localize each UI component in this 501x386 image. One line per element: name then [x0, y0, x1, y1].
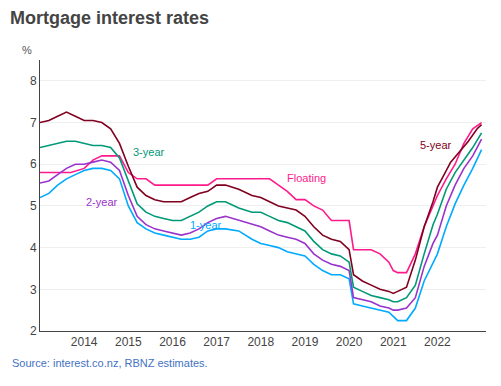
svg-text:2021: 2021	[380, 335, 407, 349]
svg-text:3-year: 3-year	[133, 146, 165, 158]
svg-text:Mortgage interest rates: Mortgage interest rates	[10, 8, 209, 28]
svg-text:5-year: 5-year	[420, 139, 452, 151]
svg-text:Source: interest.co.nz, RBNZ e: Source: interest.co.nz, RBNZ estimates.	[12, 357, 208, 369]
svg-text:Floating: Floating	[287, 172, 326, 184]
svg-text:2015: 2015	[115, 335, 142, 349]
svg-text:2: 2	[30, 324, 37, 338]
svg-text:2022: 2022	[424, 335, 451, 349]
svg-text:4: 4	[30, 241, 37, 255]
svg-text:2016: 2016	[159, 335, 186, 349]
svg-text:7: 7	[30, 116, 37, 130]
svg-text:%: %	[22, 44, 32, 56]
svg-text:2020: 2020	[336, 335, 363, 349]
svg-text:2018: 2018	[247, 335, 274, 349]
svg-text:2014: 2014	[71, 335, 98, 349]
svg-text:5: 5	[30, 199, 37, 213]
svg-text:6: 6	[30, 157, 37, 171]
svg-text:2017: 2017	[203, 335, 230, 349]
svg-text:1-year: 1-year	[190, 219, 222, 231]
svg-text:8: 8	[30, 74, 37, 88]
svg-text:2-year: 2-year	[86, 196, 118, 208]
svg-text:3: 3	[30, 283, 37, 297]
svg-text:2019: 2019	[292, 335, 319, 349]
